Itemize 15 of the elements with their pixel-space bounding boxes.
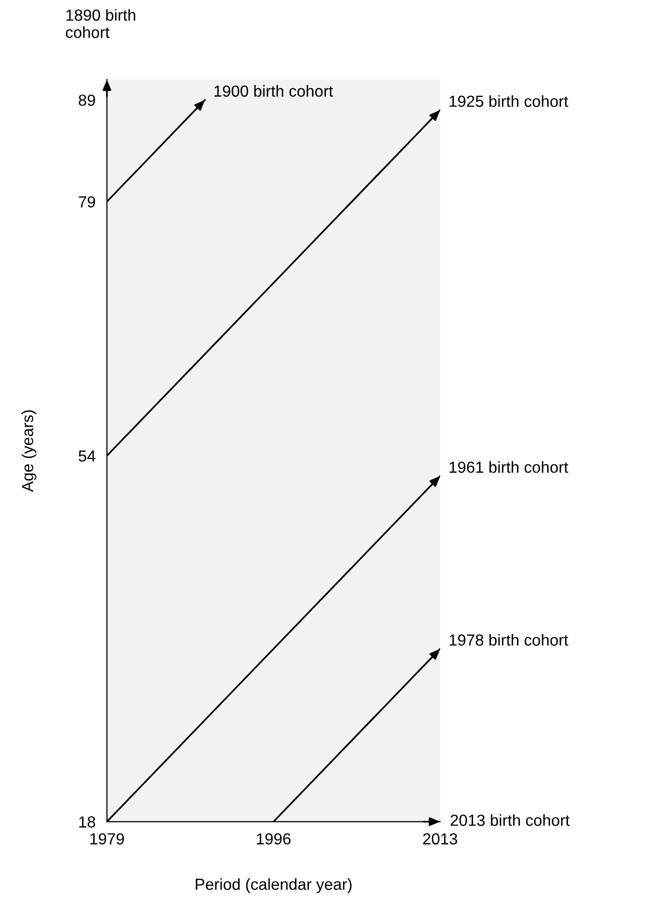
series-label: 1900 birth cohort <box>214 85 334 97</box>
series-label: 1961 birth cohort <box>450 461 568 473</box>
y-tick-label: 79 <box>78 196 96 208</box>
x-tick-label: 1996 <box>256 833 291 845</box>
text: 1890 birth cohort <box>66 9 136 38</box>
y-axis-title: Age (years) <box>21 410 36 492</box>
x-axis-title: Period (calendar year) <box>196 878 352 894</box>
x-tick-label: 2013 <box>423 833 458 845</box>
x-tick-label: 1979 <box>90 833 124 845</box>
y-tick-label: 54 <box>78 450 96 462</box>
text: 2013 birth cohort <box>450 814 570 826</box>
y-tick-label: 89 <box>78 94 96 106</box>
series-label: 1978 birth cohort <box>450 634 568 646</box>
series-label: 1925 birth cohort <box>450 95 568 107</box>
y-tick-label: 18 <box>79 816 96 828</box>
